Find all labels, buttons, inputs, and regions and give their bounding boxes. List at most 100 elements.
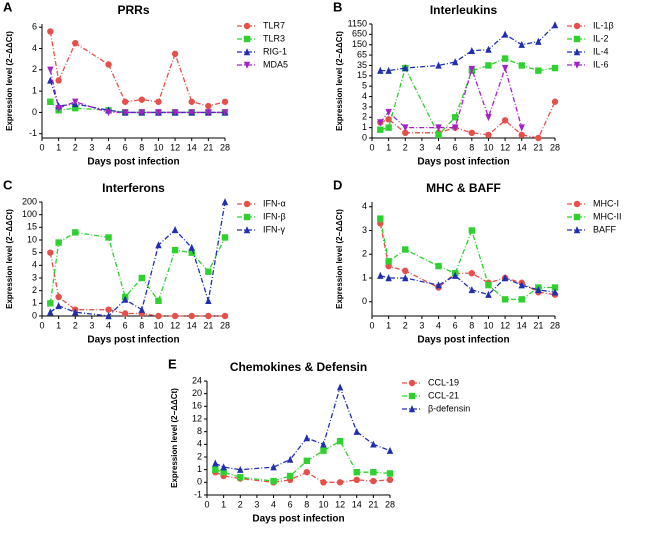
point xyxy=(171,246,179,254)
x-tick-label: 14 xyxy=(187,320,197,330)
x-tick-label: 3 xyxy=(419,142,424,152)
point xyxy=(105,234,112,241)
legend-label: MHC-I xyxy=(593,198,619,208)
x-tick-label: 4 xyxy=(436,320,441,330)
point xyxy=(435,262,442,270)
point xyxy=(485,62,492,69)
x-tick-label: 6 xyxy=(453,142,458,152)
point xyxy=(220,463,227,471)
legend-label: MDA5 xyxy=(263,59,288,69)
point xyxy=(377,271,384,279)
x-tick-label: 14 xyxy=(352,499,362,509)
legend-label: TLR3 xyxy=(263,33,285,43)
x-tick-label: 21 xyxy=(533,142,543,152)
y-tick-label: 0 xyxy=(32,310,37,320)
y-tick-label: 2 xyxy=(362,249,367,259)
point xyxy=(138,305,146,313)
point xyxy=(220,469,227,476)
point xyxy=(551,64,559,72)
point xyxy=(573,35,581,43)
x-tick-label: 8 xyxy=(139,320,144,330)
point xyxy=(320,479,327,486)
x-tick-label: 1 xyxy=(386,142,391,152)
y-tick-label: 100 xyxy=(22,209,37,219)
point xyxy=(303,457,311,464)
point xyxy=(221,312,229,320)
legend-label: MHC-II xyxy=(593,211,622,221)
x-tick-label: 10 xyxy=(153,320,163,330)
y-axis-label: Expression level (2−ΔΔCt) xyxy=(5,209,14,309)
legend-label: BAFF xyxy=(593,224,617,234)
point xyxy=(105,61,112,68)
point xyxy=(535,67,542,74)
y-tick-label: -1 xyxy=(29,128,37,138)
point xyxy=(336,383,344,391)
point xyxy=(243,48,251,56)
point xyxy=(72,229,79,236)
point xyxy=(386,470,394,477)
x-tick-label: 3 xyxy=(89,142,94,152)
chart-title: Interferons xyxy=(102,181,165,195)
point xyxy=(336,437,344,445)
legend-label: IFN-β xyxy=(263,211,286,221)
x-tick-label: 1 xyxy=(56,320,61,330)
point xyxy=(47,308,54,316)
point xyxy=(468,270,476,277)
x-tick-label: 8 xyxy=(139,142,144,152)
x-tick-label: 0 xyxy=(369,320,374,330)
point xyxy=(377,66,384,74)
point xyxy=(243,213,251,221)
point xyxy=(402,129,409,137)
y-axis-label: Expression level (2−ΔΔCt) xyxy=(5,31,14,131)
point xyxy=(221,98,229,105)
point xyxy=(221,109,229,117)
point xyxy=(551,21,559,29)
point xyxy=(286,472,294,480)
point xyxy=(535,134,542,142)
x-tick-label: 12 xyxy=(170,320,180,330)
point xyxy=(320,440,327,448)
x-tick-label: 6 xyxy=(453,320,458,330)
point xyxy=(501,55,509,62)
x-tick-label: 0 xyxy=(39,320,44,330)
x-tick-label: 28 xyxy=(220,320,230,330)
point xyxy=(47,28,54,35)
x-tick-label: 4 xyxy=(271,499,276,509)
legend-label: IL-1β xyxy=(593,20,614,30)
point xyxy=(451,124,459,132)
point xyxy=(303,469,311,476)
y-tick-label: 0 xyxy=(362,132,367,142)
point xyxy=(353,469,360,476)
point xyxy=(485,114,492,122)
x-axis-label: Days post infection xyxy=(417,157,509,168)
y-tick-label: 20 xyxy=(192,388,202,398)
point xyxy=(72,98,79,106)
point xyxy=(435,281,442,289)
y-tick-label: 1 xyxy=(32,298,37,308)
x-tick-label: 21 xyxy=(203,142,213,152)
point xyxy=(188,109,195,117)
legend-label: TLR7 xyxy=(263,20,285,30)
y-tick-label: 4 xyxy=(32,260,37,270)
y-tick-label: 4 xyxy=(362,201,367,211)
point xyxy=(72,104,79,112)
legend-label: CCL-21 xyxy=(428,390,459,400)
x-tick-label: 4 xyxy=(106,320,111,330)
x-tick-label: 8 xyxy=(469,142,474,152)
x-tick-label: 2 xyxy=(73,142,78,152)
y-tick-label: 1 xyxy=(362,272,367,282)
x-tick-label: 1 xyxy=(386,320,391,330)
x-tick-label: 2 xyxy=(238,499,243,509)
x-tick-label: 6 xyxy=(288,499,293,509)
point xyxy=(155,98,162,105)
point xyxy=(468,46,476,55)
y-tick-label: 200 xyxy=(22,196,37,206)
y-axis-label: Expression level (2−ΔΔCt) xyxy=(335,209,344,309)
point xyxy=(237,465,244,473)
point xyxy=(573,226,581,234)
point xyxy=(205,102,212,110)
point xyxy=(155,109,162,117)
x-tick-label: 10 xyxy=(483,142,493,152)
x-tick-label: 21 xyxy=(368,499,378,509)
